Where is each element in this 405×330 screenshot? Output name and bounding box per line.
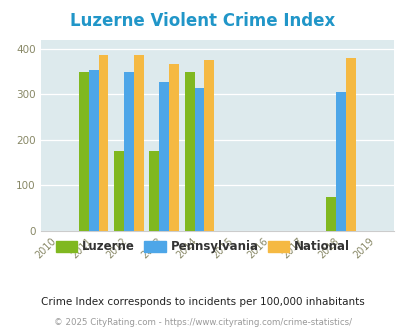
Bar bbox=[114, 151, 124, 231]
Bar bbox=[335, 92, 345, 231]
Text: Crime Index corresponds to incidents per 100,000 inhabitants: Crime Index corresponds to incidents per… bbox=[41, 297, 364, 307]
Bar bbox=[325, 197, 335, 231]
Bar bbox=[159, 82, 169, 231]
Bar bbox=[134, 55, 143, 231]
Bar bbox=[204, 60, 214, 231]
Bar bbox=[98, 55, 108, 231]
Bar bbox=[124, 72, 134, 231]
Bar bbox=[345, 58, 355, 231]
Text: Luzerne Violent Crime Index: Luzerne Violent Crime Index bbox=[70, 13, 335, 30]
Bar bbox=[194, 88, 204, 231]
Bar bbox=[184, 72, 194, 231]
Bar bbox=[149, 151, 159, 231]
Bar bbox=[88, 70, 98, 231]
Bar bbox=[79, 72, 88, 231]
Legend: Luzerne, Pennsylvania, National: Luzerne, Pennsylvania, National bbox=[51, 236, 354, 258]
Bar bbox=[169, 64, 179, 231]
Text: © 2025 CityRating.com - https://www.cityrating.com/crime-statistics/: © 2025 CityRating.com - https://www.city… bbox=[54, 318, 351, 327]
